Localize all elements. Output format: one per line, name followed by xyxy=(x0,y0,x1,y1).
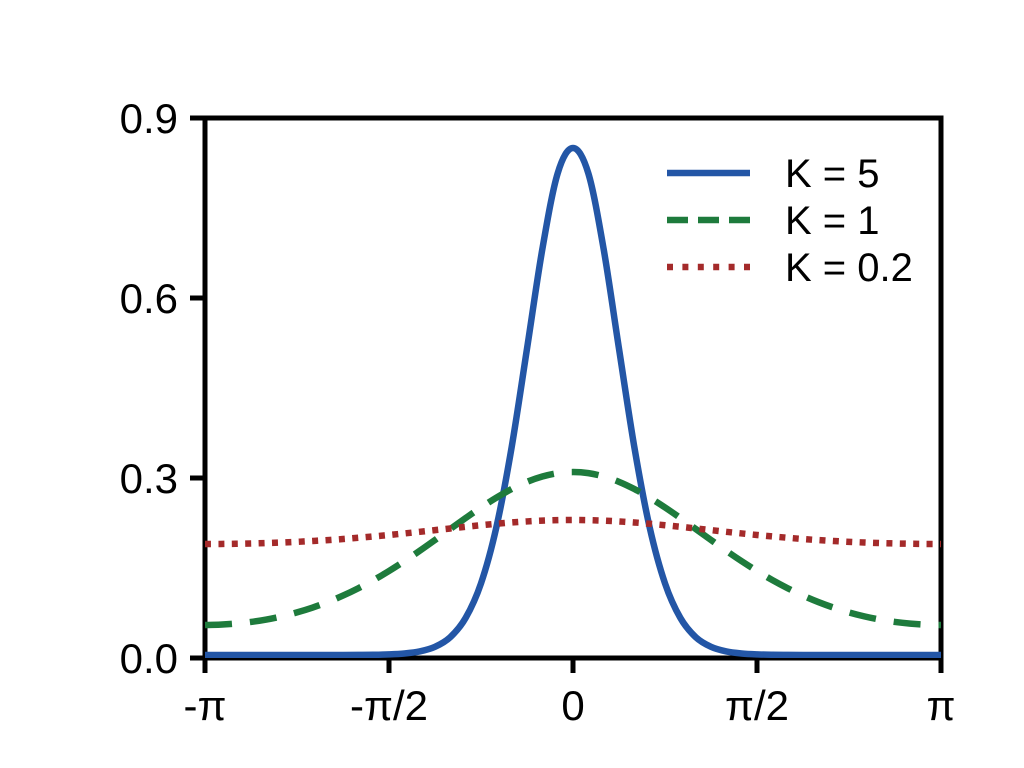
y-tick-label-2: 0.6 xyxy=(120,275,178,322)
x-tick-label-3: π/2 xyxy=(725,682,789,729)
y-tick-label-0: 0.0 xyxy=(120,635,178,682)
legend-label-1: K = 1 xyxy=(785,199,880,243)
x-tick-label-1: -π/2 xyxy=(350,682,428,729)
legend: K = 5K = 1K = 0.2 xyxy=(667,152,913,290)
x-tick-label-4: π xyxy=(927,682,956,729)
x-tick-label-0: -π xyxy=(184,682,227,729)
x-tick-label-2: 0 xyxy=(561,682,584,729)
series-line-k1 xyxy=(205,468,941,629)
y-tick-label-1: 0.3 xyxy=(120,455,178,502)
series-line-k5 xyxy=(205,144,941,658)
series-line-k0.2 xyxy=(205,516,941,548)
y-tick-label-3: 0.9 xyxy=(120,95,178,142)
tick-labels: -π -π/2 0 π/2 π 0.0 0.3 0.6 0.9 xyxy=(120,95,956,729)
legend-label-2: K = 0.2 xyxy=(785,246,913,290)
legend-label-0: K = 5 xyxy=(785,152,880,196)
series-curves xyxy=(205,144,941,658)
tick-marks xyxy=(190,115,944,673)
